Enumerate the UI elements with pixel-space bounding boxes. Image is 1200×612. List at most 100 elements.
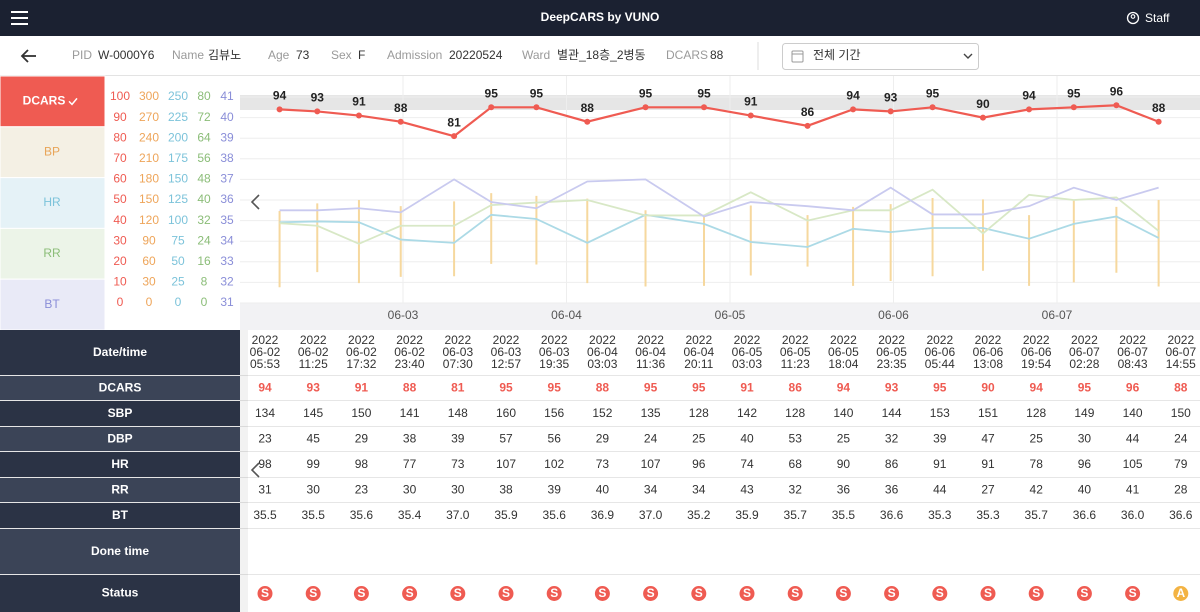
menu-button[interactable] bbox=[11, 11, 28, 25]
value-cell: 141 bbox=[400, 406, 420, 420]
dcars-label: 90 bbox=[976, 97, 990, 111]
scale-tick-label: 200 bbox=[168, 130, 188, 144]
status-badge[interactable] bbox=[257, 586, 273, 601]
status-text: S bbox=[647, 586, 655, 600]
status-badge[interactable] bbox=[450, 586, 466, 601]
datetime-cell: 03:03 bbox=[587, 357, 617, 371]
value-cell: 94 bbox=[1030, 381, 1044, 395]
field-label: Name bbox=[172, 48, 204, 62]
dcars-point bbox=[979, 114, 986, 121]
status-badge[interactable] bbox=[739, 586, 755, 601]
table-prev[interactable] bbox=[250, 462, 260, 478]
status-text: S bbox=[936, 586, 944, 600]
value-cell: 149 bbox=[1074, 406, 1094, 420]
tab-label: BT bbox=[44, 297, 60, 311]
status-badge[interactable] bbox=[498, 586, 514, 601]
status-badge[interactable] bbox=[932, 586, 948, 601]
value-cell: 53 bbox=[789, 432, 803, 446]
chart-prev[interactable] bbox=[250, 194, 260, 210]
dcars-label: 86 bbox=[801, 105, 815, 119]
value-cell: 36 bbox=[885, 483, 899, 497]
scale-tick-label: 150 bbox=[168, 172, 188, 186]
scale-tick-label: 41 bbox=[220, 89, 234, 103]
status-badge[interactable] bbox=[1076, 586, 1092, 601]
status-badge[interactable] bbox=[884, 586, 900, 601]
dcars-label: 95 bbox=[926, 86, 940, 100]
value-cell: 79 bbox=[1174, 457, 1188, 471]
dcars-point bbox=[451, 133, 458, 140]
x-tick-label: 06-03 bbox=[388, 308, 419, 322]
dcars-point bbox=[397, 118, 404, 125]
value-cell: 27 bbox=[981, 483, 995, 497]
datetime-cell: 06-03 bbox=[442, 345, 473, 359]
dcars-point bbox=[642, 104, 649, 111]
value-cell: 37.0 bbox=[639, 508, 663, 522]
row-label: HR bbox=[111, 457, 129, 471]
value-cell: 34 bbox=[644, 483, 658, 497]
status-badge[interactable] bbox=[787, 586, 803, 601]
field-value: F bbox=[358, 48, 365, 62]
value-cell: 28 bbox=[1174, 483, 1188, 497]
value-cell: 95 bbox=[692, 381, 706, 395]
value-cell: 36.0 bbox=[1121, 508, 1145, 522]
datetime-cell: 17:32 bbox=[346, 357, 376, 371]
status-badge[interactable] bbox=[402, 586, 418, 601]
value-cell: 56 bbox=[548, 432, 562, 446]
datetime-cell: 08:43 bbox=[1118, 357, 1148, 371]
datetime-cell: 06-06 bbox=[924, 345, 955, 359]
x-tick-label: 06-06 bbox=[878, 308, 909, 322]
datetime-cell: 2022 bbox=[348, 333, 375, 347]
value-cell: 37.0 bbox=[446, 508, 470, 522]
value-cell: 36.6 bbox=[1073, 508, 1097, 522]
value-cell: 25 bbox=[837, 432, 851, 446]
value-cell: 40 bbox=[740, 432, 754, 446]
period-dropdown[interactable]: 전체 기간 bbox=[782, 43, 979, 70]
field-label: PID bbox=[72, 48, 92, 62]
value-cell: 142 bbox=[737, 406, 757, 420]
row-header bbox=[0, 575, 240, 612]
value-cell: 35.6 bbox=[350, 508, 374, 522]
value-cell: 78 bbox=[1030, 457, 1044, 471]
datetime-cell: 2022 bbox=[734, 333, 761, 347]
tab[interactable] bbox=[0, 278, 106, 331]
period-text: 전체 기간 bbox=[813, 48, 861, 62]
value-cell: 94 bbox=[258, 381, 272, 395]
status-text: S bbox=[502, 586, 510, 600]
status-badge[interactable] bbox=[691, 586, 707, 601]
value-cell: 144 bbox=[882, 406, 902, 420]
row-label: Done time bbox=[91, 544, 149, 558]
scale-tick-label: 150 bbox=[139, 192, 159, 206]
status-badge[interactable] bbox=[546, 586, 562, 601]
scale-tick-label: 300 bbox=[139, 89, 159, 103]
scale-tick-label: 90 bbox=[113, 110, 127, 124]
datetime-cell: 06-04 bbox=[635, 345, 666, 359]
status-badge[interactable] bbox=[1173, 586, 1189, 601]
row-header bbox=[0, 529, 240, 575]
tabs: DCARS BP HR RR BT bbox=[0, 75, 106, 331]
value-cell: 107 bbox=[641, 457, 661, 471]
status-badge[interactable] bbox=[353, 586, 369, 601]
value-cell: 140 bbox=[833, 406, 853, 420]
scale-tick-label: 32 bbox=[220, 275, 234, 289]
value-cell: 31 bbox=[258, 483, 272, 497]
status-badge[interactable] bbox=[980, 586, 996, 601]
status-badge[interactable] bbox=[835, 586, 851, 601]
dcars-label: 88 bbox=[394, 101, 408, 115]
datetime-cell: 2022 bbox=[1071, 333, 1098, 347]
status-badge[interactable] bbox=[305, 586, 321, 601]
datetime-cell: 06-04 bbox=[683, 345, 714, 359]
field-value: 별관_18층_2병동 bbox=[557, 48, 646, 62]
user-name: Staff bbox=[1145, 11, 1170, 25]
status-badge[interactable] bbox=[594, 586, 610, 601]
row-header bbox=[0, 478, 240, 503]
status-badge[interactable] bbox=[1028, 586, 1044, 601]
dcars-point bbox=[1113, 102, 1120, 109]
status-badge[interactable] bbox=[643, 586, 659, 601]
datetime-cell: 05:44 bbox=[925, 357, 955, 371]
dcars-point bbox=[314, 108, 321, 115]
user-menu[interactable]: Staff bbox=[1126, 11, 1171, 25]
back-button[interactable] bbox=[20, 49, 36, 63]
datetime-cell: 2022 bbox=[637, 333, 664, 347]
field-value: W-0000Y6 bbox=[98, 48, 155, 62]
status-badge[interactable] bbox=[1125, 586, 1141, 601]
